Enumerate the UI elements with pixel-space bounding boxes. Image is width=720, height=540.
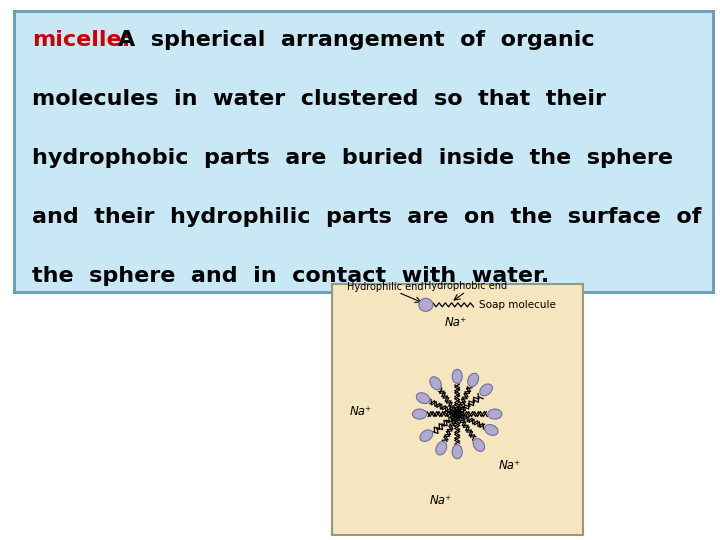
Ellipse shape — [419, 298, 433, 312]
Text: the  sphere  and  in  contact  with  water.: the sphere and in contact with water. — [32, 266, 549, 286]
Ellipse shape — [488, 409, 502, 419]
Ellipse shape — [452, 445, 462, 459]
Ellipse shape — [485, 424, 498, 435]
Text: A  spherical  arrangement  of  organic: A spherical arrangement of organic — [118, 30, 595, 50]
Ellipse shape — [480, 384, 492, 396]
Ellipse shape — [436, 442, 446, 455]
Text: Soap molecule: Soap molecule — [479, 300, 555, 310]
Text: Na⁺: Na⁺ — [445, 316, 467, 329]
Text: and  their  hydrophilic  parts  are  on  the  surface  of: and their hydrophilic parts are on the s… — [32, 207, 701, 227]
Text: Hydrophilic end: Hydrophilic end — [347, 281, 424, 292]
Text: Hydrophobic end: Hydrophobic end — [424, 281, 508, 291]
Ellipse shape — [452, 369, 462, 383]
Ellipse shape — [413, 409, 426, 419]
Text: molecules  in  water  clustered  so  that  their: molecules in water clustered so that the… — [32, 90, 606, 110]
Ellipse shape — [468, 373, 479, 387]
Text: hydrophobic  parts  are  buried  inside  the  sphere: hydrophobic parts are buried inside the … — [32, 148, 673, 168]
Text: Na⁺: Na⁺ — [499, 459, 521, 472]
Text: Na⁺: Na⁺ — [349, 405, 372, 418]
Ellipse shape — [420, 430, 433, 441]
Text: micelle:: micelle: — [32, 30, 130, 50]
Ellipse shape — [430, 377, 441, 390]
Text: Na⁺: Na⁺ — [430, 494, 452, 507]
Ellipse shape — [473, 438, 485, 451]
Ellipse shape — [416, 393, 430, 403]
